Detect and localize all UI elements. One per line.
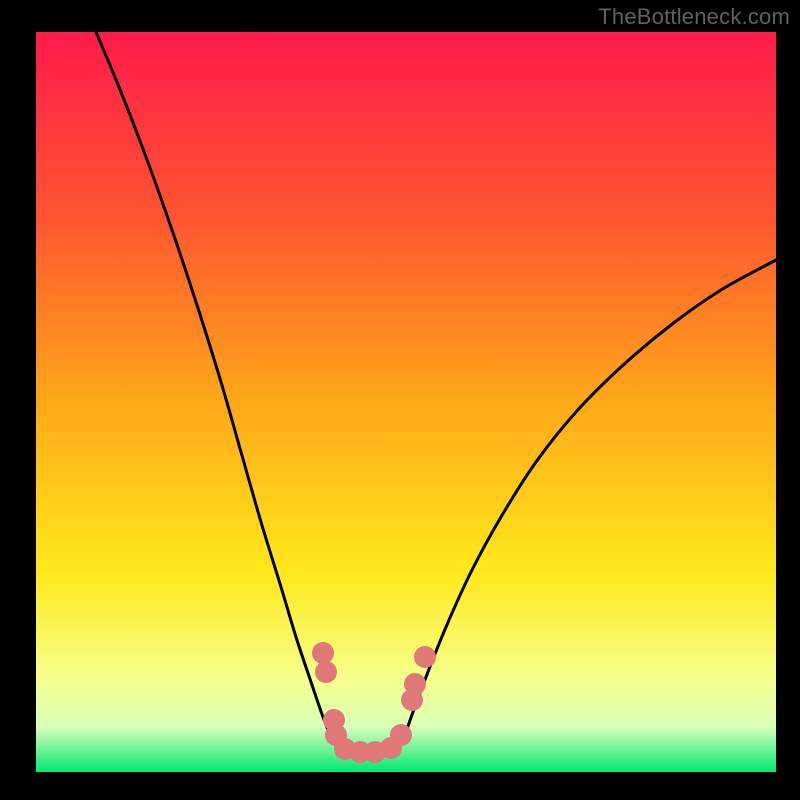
marker-dots-group <box>312 642 436 763</box>
marker-dot <box>390 724 412 746</box>
chart-svg <box>36 32 776 772</box>
marker-dot <box>404 673 426 695</box>
chart-plot-area <box>36 32 776 772</box>
marker-dot <box>315 661 337 683</box>
left-curve <box>96 32 331 737</box>
right-curve <box>406 260 776 732</box>
watermark-text: TheBottleneck.com <box>598 4 790 30</box>
marker-dot <box>414 646 436 668</box>
marker-dot <box>312 642 334 664</box>
